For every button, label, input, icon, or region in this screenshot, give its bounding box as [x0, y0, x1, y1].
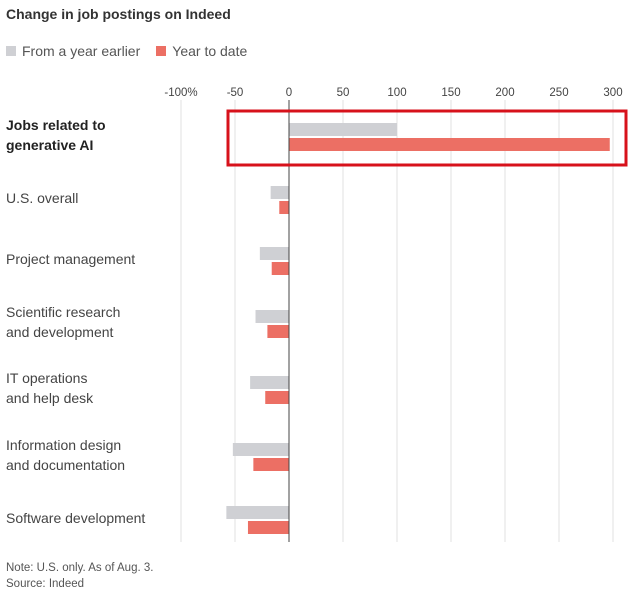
bar-year-earlier — [289, 123, 397, 136]
bar-chart: -100% -50 0 50 100 150 200 250 300 Jobs related t… — [0, 0, 639, 599]
bar-year-earlier — [271, 186, 289, 199]
bar-year-to-date — [272, 262, 289, 275]
bar-year-earlier — [260, 247, 289, 260]
bar-year-earlier — [250, 376, 289, 389]
x-tick-label: 0 — [286, 87, 292, 99]
bar-year-to-date — [253, 458, 289, 471]
x-tick-label: -50 — [227, 87, 244, 99]
x-tick-label: 150 — [441, 87, 460, 99]
category-label: Project management — [6, 251, 135, 267]
bar-year-to-date — [265, 391, 289, 404]
bar-year-to-date — [267, 325, 289, 338]
category-label: Software development — [6, 510, 145, 526]
x-tick-label: 100 — [387, 87, 406, 99]
x-tick-label: -100% — [164, 87, 197, 99]
bar-year-to-date — [279, 201, 289, 214]
category-label: IT operations and help desk — [6, 370, 94, 406]
x-tick-label: 200 — [495, 87, 514, 99]
bar-year-earlier — [226, 506, 289, 519]
x-tick-label: 50 — [337, 87, 350, 99]
category-label: Information design and documentation — [6, 437, 125, 473]
chart-notes: Note: U.S. only. As of Aug. 3. Source: I… — [6, 560, 153, 592]
bar-year-earlier — [256, 310, 289, 323]
category-label: U.S. overall — [6, 190, 78, 206]
x-tick-label: 300 — [603, 87, 622, 99]
x-tick-label: 250 — [549, 87, 568, 99]
category-label: Jobs related to generative AI — [6, 117, 106, 153]
bar-year-earlier — [233, 443, 289, 456]
bar-year-to-date — [248, 521, 289, 534]
source-text: Source: Indeed — [6, 576, 153, 592]
bar-year-to-date — [289, 138, 610, 151]
category-label: Scientific research and development — [6, 304, 120, 340]
note-text: Note: U.S. only. As of Aug. 3. — [6, 560, 153, 576]
